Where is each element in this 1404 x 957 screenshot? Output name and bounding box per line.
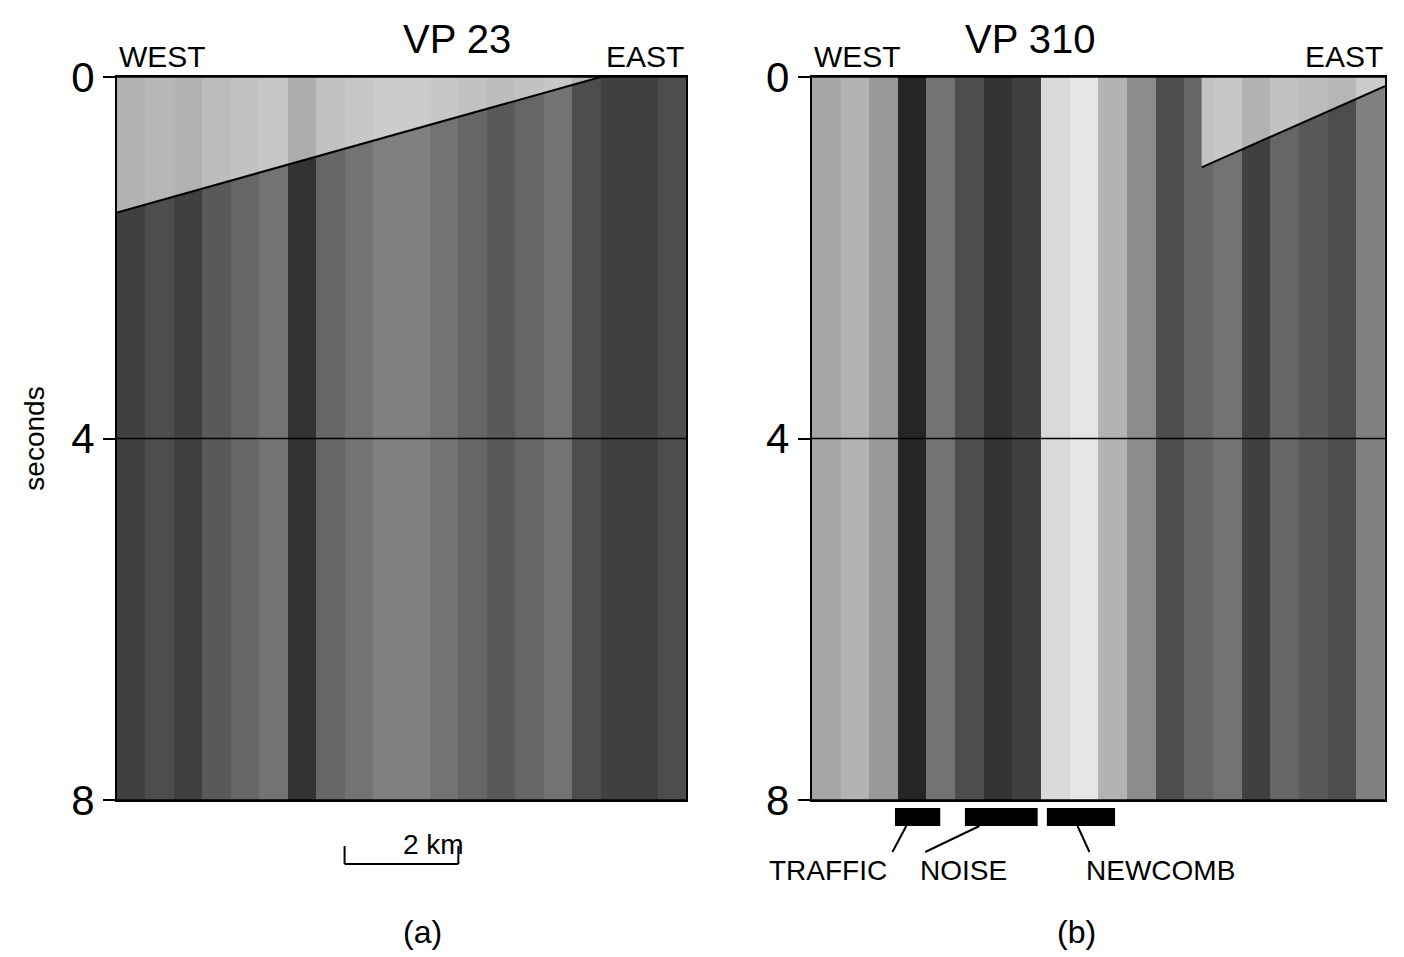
svg-text:EAST: EAST: [1305, 40, 1383, 73]
svg-text:4: 4: [766, 415, 789, 462]
svg-text:8: 8: [71, 777, 94, 824]
svg-text:TRAFFIC: TRAFFIC: [769, 855, 887, 886]
svg-text:VP 23: VP 23: [403, 17, 511, 61]
svg-text:WEST: WEST: [119, 40, 206, 73]
svg-text:seconds: seconds: [19, 386, 50, 490]
svg-text:WEST: WEST: [814, 40, 901, 73]
svg-text:(a): (a): [403, 914, 442, 950]
svg-text:8: 8: [766, 777, 789, 824]
svg-text:(b): (b): [1057, 914, 1096, 950]
svg-text:0: 0: [766, 54, 789, 101]
svg-text:VP 310: VP 310: [965, 17, 1096, 61]
svg-text:0: 0: [71, 54, 94, 101]
svg-text:4: 4: [71, 415, 94, 462]
svg-text:NOISE: NOISE: [920, 855, 1007, 886]
svg-text:2 km: 2 km: [403, 829, 464, 860]
svg-text:NEWCOMB: NEWCOMB: [1086, 855, 1235, 886]
svg-text:EAST: EAST: [606, 40, 684, 73]
